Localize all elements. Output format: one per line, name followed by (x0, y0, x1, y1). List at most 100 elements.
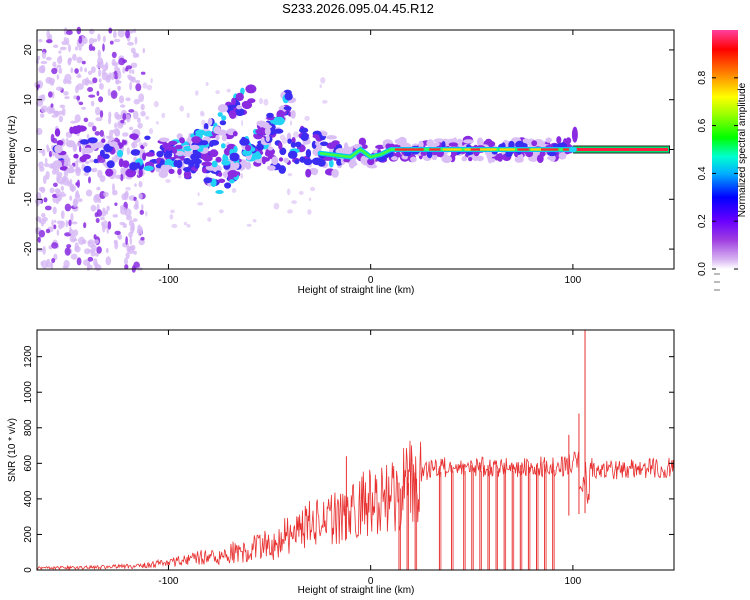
ridge-blob (497, 153, 504, 162)
ridge-blob (54, 144, 63, 154)
noise-blob (51, 242, 59, 249)
branch-blob (179, 137, 184, 143)
noise-blob (65, 138, 69, 142)
snr-y-ticks: 0 200 400 600 800 1000 1200 (23, 345, 674, 573)
noise-blob (137, 117, 141, 123)
ridge-blob (168, 168, 175, 174)
noise-blob (111, 51, 117, 59)
noise-blob (106, 205, 110, 211)
noise-blob (118, 95, 125, 104)
branch-blob (166, 150, 171, 157)
ridge-blob (143, 165, 154, 172)
ridge-blob (391, 156, 398, 161)
noise-blob (76, 142, 82, 147)
noise-blob (64, 73, 72, 83)
noise-blob (105, 247, 109, 254)
noise-blob (88, 28, 95, 35)
branch-blob (263, 124, 272, 129)
noise-blob (74, 167, 82, 174)
noise-blob (125, 114, 131, 123)
x-tick-label: 0 (368, 576, 374, 587)
y-tick-label: 200 (23, 526, 34, 543)
noise-blob (115, 174, 121, 179)
noise-blob (64, 232, 72, 237)
noise-blob (130, 62, 138, 68)
ridge-blob (156, 150, 164, 158)
ridge-blob (83, 147, 94, 154)
noise-blob (95, 218, 100, 223)
ridge-blob (321, 131, 328, 137)
ridge-blob (558, 152, 567, 160)
noise-blob (197, 192, 200, 197)
noise-blob (117, 122, 124, 129)
noise-blob (142, 47, 146, 54)
noise-blob (57, 171, 63, 178)
noise-blob (129, 236, 133, 246)
noise-blob (78, 101, 84, 106)
x-tick-label: 0 (368, 275, 374, 286)
ridge-blob (93, 142, 105, 149)
noise-blob (135, 83, 142, 92)
spectrogram-y-axis-label: Frequency (Hz) (7, 116, 18, 185)
noise-blob (118, 57, 126, 66)
noise-blob (140, 103, 145, 111)
ridge-blob (106, 160, 115, 169)
noise-blob (138, 181, 143, 188)
branch-blob (235, 108, 245, 117)
noise-blob (108, 111, 112, 119)
x-tick-label: 100 (565, 576, 582, 587)
noise-blob (70, 67, 74, 74)
noise-blob (165, 179, 171, 183)
noise-blob (55, 189, 62, 198)
noise-blob (287, 209, 293, 214)
noise-blob (114, 122, 117, 129)
ridge-blob (142, 142, 148, 147)
noise-blob (129, 126, 134, 131)
branch-blob (183, 157, 192, 165)
noise-blob (125, 97, 131, 102)
snr-panel: -100 0 100 0 200 400 600 800 1000 1200 Height of… (7, 329, 675, 596)
noise-blob (145, 211, 148, 217)
branch-blob (221, 115, 227, 121)
ridge-blob (290, 141, 297, 148)
ridge-blob (83, 165, 92, 173)
ridge-blob (336, 158, 343, 166)
branch-blob (209, 141, 214, 148)
noise-blob (79, 145, 82, 153)
ridge-blob (130, 149, 141, 156)
noise-blob (88, 94, 96, 98)
ridge-blob (267, 146, 274, 151)
branch-blob (217, 178, 226, 183)
branch-blob (257, 127, 268, 136)
ridge-blob (426, 150, 433, 159)
y-tick-label: 20 (23, 44, 34, 56)
noise-blob (46, 39, 53, 44)
branch-blob (224, 182, 232, 189)
branch-blob (284, 92, 293, 101)
noise-blob (115, 80, 122, 84)
noise-blob (87, 87, 94, 92)
noise-blob (99, 60, 104, 69)
ridge-blob (271, 156, 279, 166)
noise-blob (62, 175, 67, 183)
ridge-blob (215, 156, 222, 163)
noise-blob (131, 141, 138, 149)
ridge-blob (211, 160, 218, 168)
noise-blob (117, 29, 125, 38)
branch-blob (283, 106, 292, 111)
ridge-blob (536, 154, 544, 163)
noise-blob (161, 112, 166, 119)
ridge-blob (87, 137, 98, 144)
branch-blob (215, 134, 220, 141)
y-tick-label: 600 (23, 455, 34, 472)
branch-blob (236, 105, 243, 110)
noise-blob (114, 230, 121, 235)
noise-blob (145, 116, 150, 120)
ridge-blob (122, 160, 130, 168)
noise-blob (127, 245, 135, 255)
noise-blob (148, 128, 154, 135)
noise-blob (58, 115, 64, 123)
noise-blob (95, 117, 103, 122)
noise-blob (78, 36, 83, 44)
noise-blob (124, 190, 129, 198)
